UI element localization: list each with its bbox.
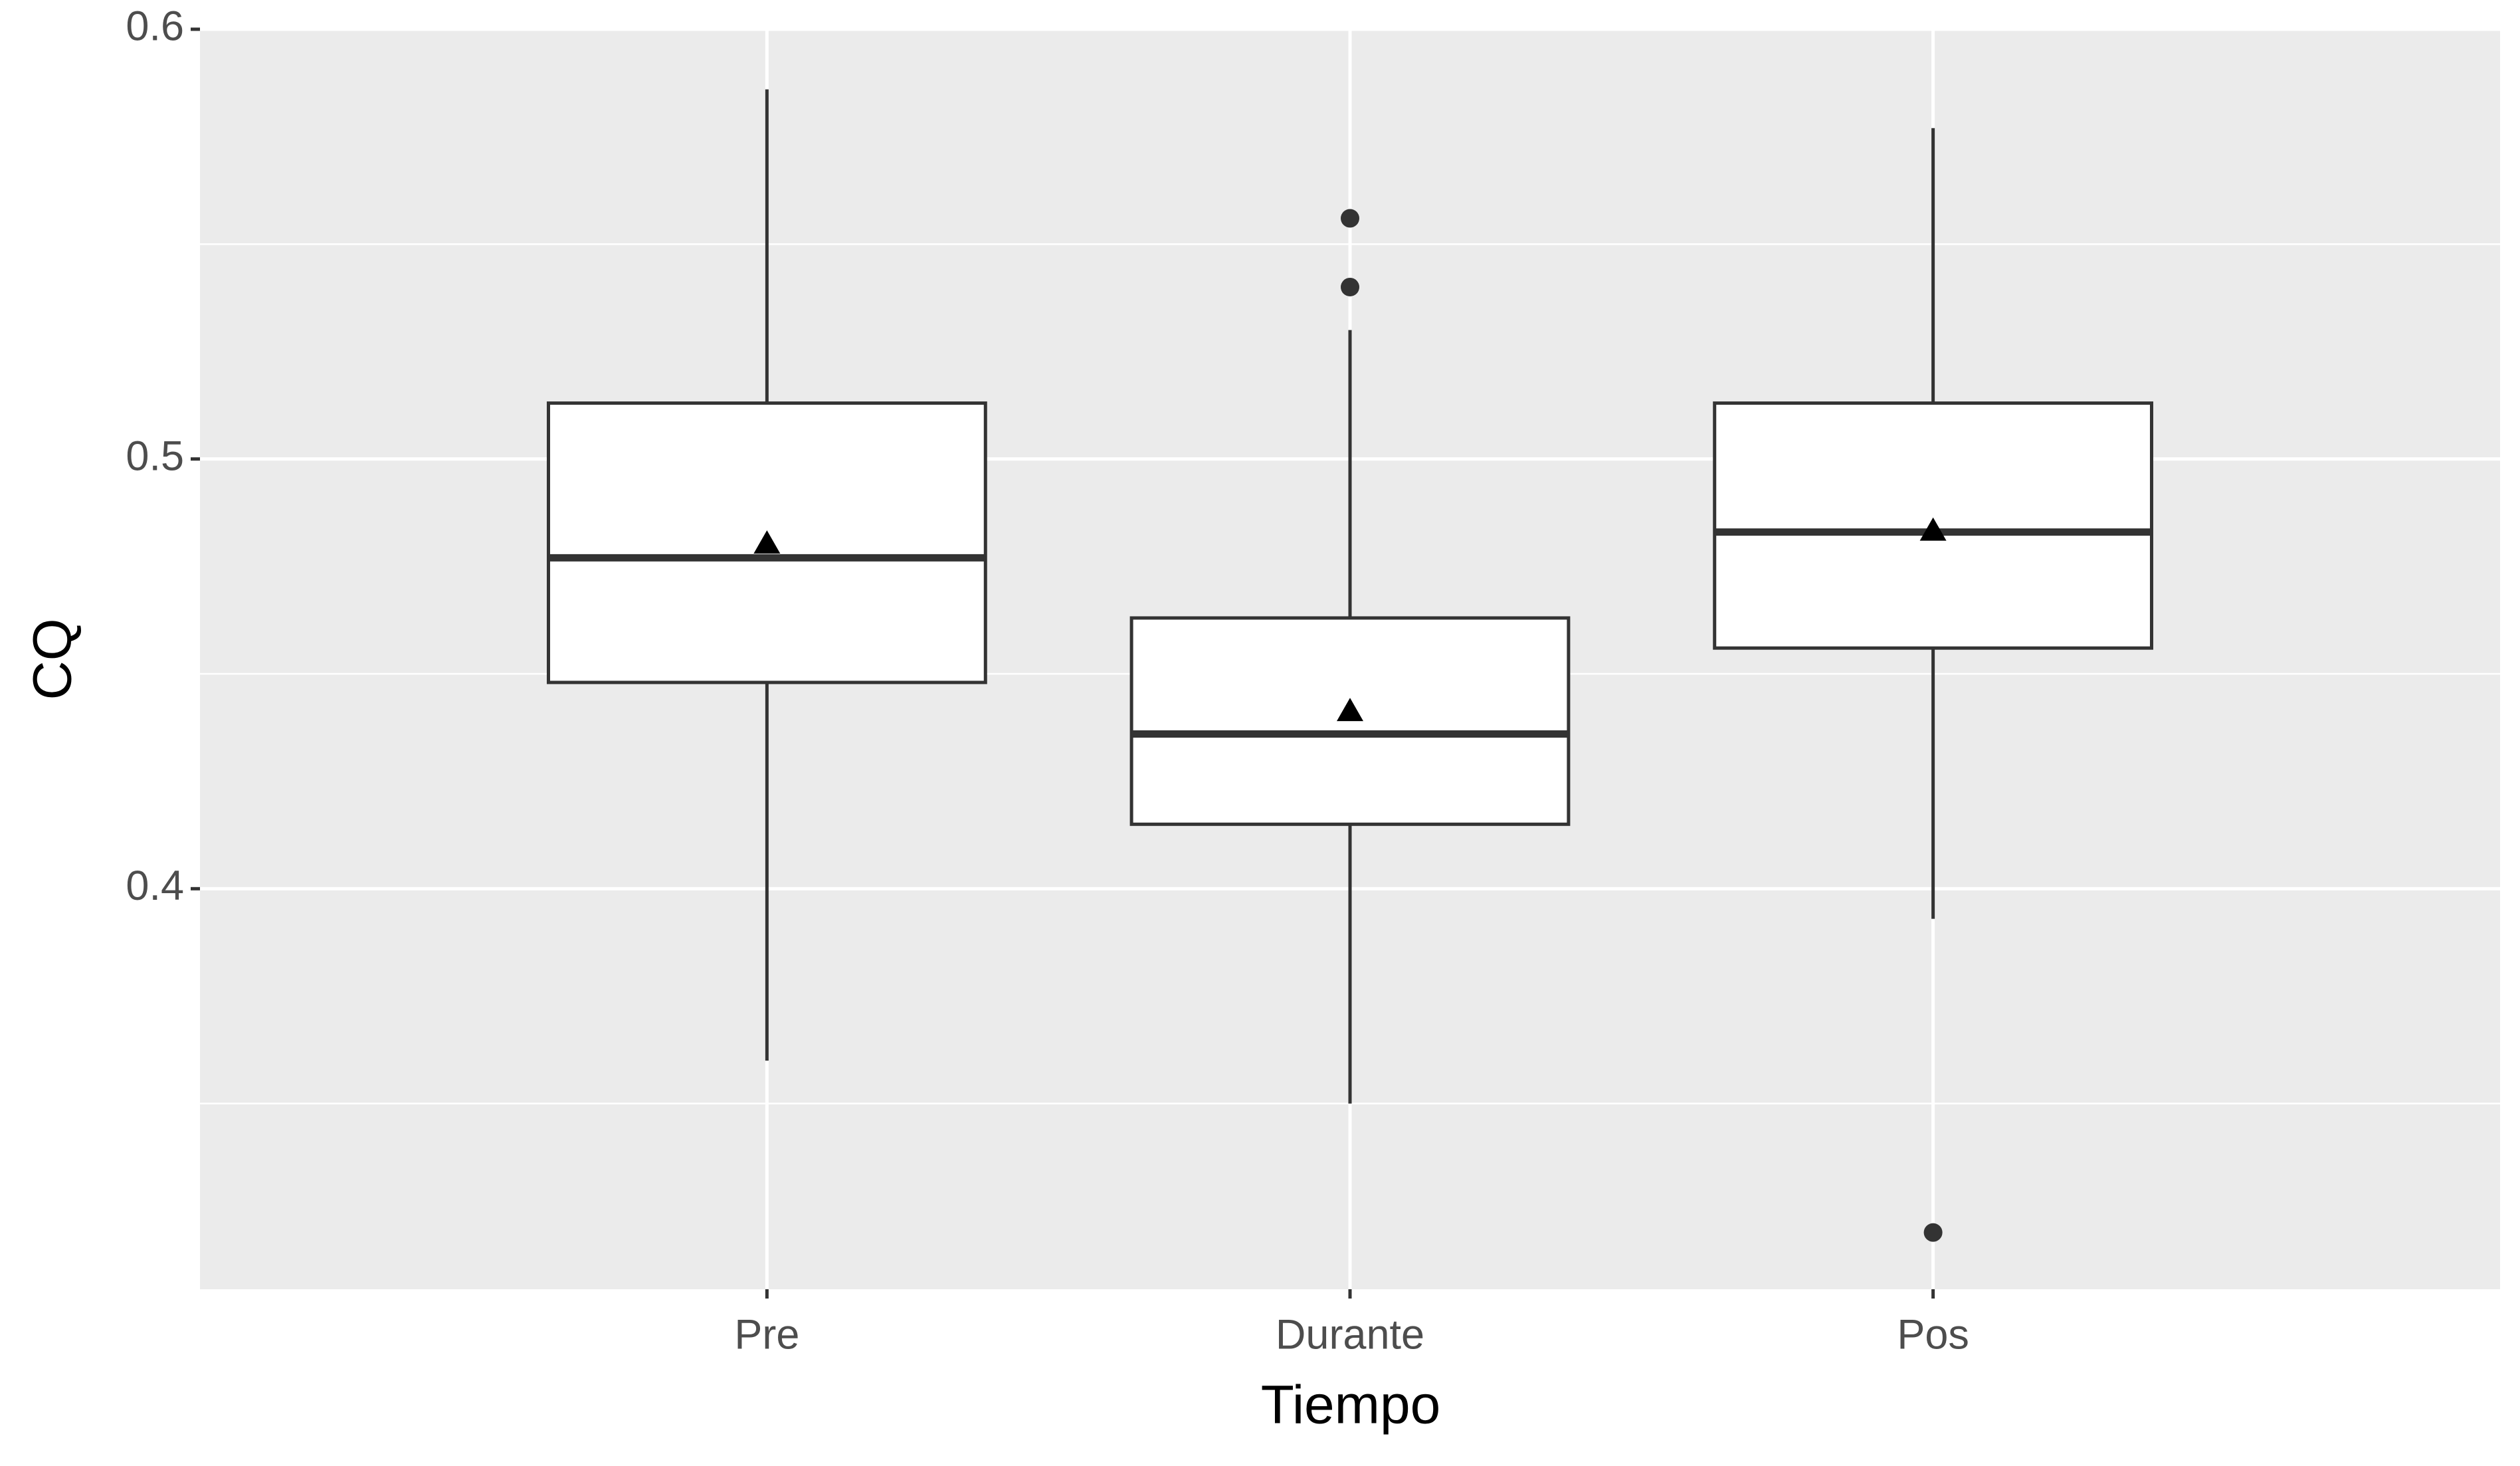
x-axis-title: Tiempo bbox=[1261, 1375, 1440, 1435]
y-tick-label: 0.4 bbox=[126, 863, 184, 909]
outlier bbox=[1341, 209, 1359, 228]
x-tick-label: Pos bbox=[1897, 1312, 1969, 1358]
y-tick-label: 0.5 bbox=[126, 433, 184, 479]
box bbox=[1129, 616, 1571, 826]
y-tick-label: 0.6 bbox=[126, 3, 184, 50]
mean-marker bbox=[753, 530, 781, 554]
mean-marker bbox=[1337, 698, 1363, 722]
x-tick-label: Durante bbox=[1276, 1312, 1424, 1358]
x-tick-label: Pre bbox=[734, 1312, 799, 1358]
mean-marker bbox=[1919, 517, 1947, 541]
outlier bbox=[1341, 277, 1359, 296]
outlier bbox=[1923, 1223, 1943, 1242]
y-axis-title: CQ bbox=[23, 619, 83, 700]
